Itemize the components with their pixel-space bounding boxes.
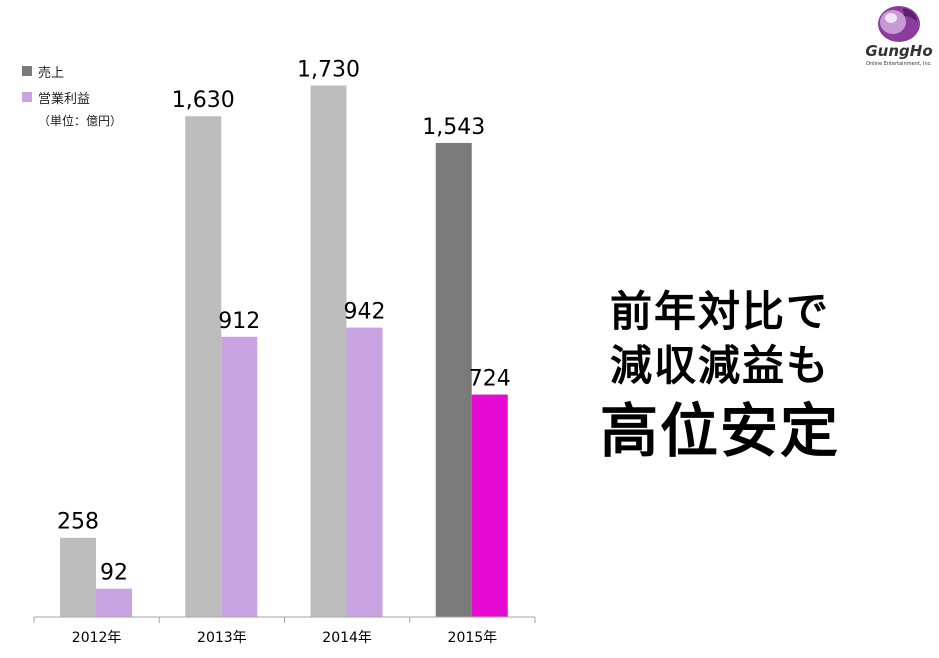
data-label-profit-2: 942 — [344, 300, 386, 325]
bar-profit-0 — [96, 588, 132, 617]
logo-name: GungHo — [865, 42, 933, 60]
legend-swatch-sales — [22, 66, 32, 76]
bar-sales-1 — [185, 116, 222, 617]
data-label-profit-1: 912 — [218, 309, 260, 334]
bar-sales-0 — [60, 537, 96, 617]
message-line-1: 前年対比で — [609, 287, 830, 336]
unit-note: （単位：億円） — [38, 114, 123, 128]
logo-subtitle: Online Entertainment, Inc. — [866, 61, 932, 67]
bar-sales-3 — [435, 142, 472, 617]
bar-sales-2 — [310, 85, 347, 617]
legend-label-profit: 営業利益 — [38, 91, 91, 107]
gungho-logo-mark-icon — [878, 6, 920, 42]
data-label-profit-0: 92 — [100, 561, 128, 586]
message-line-2: 減収減益も — [609, 341, 830, 390]
bar-profit-2 — [346, 327, 383, 617]
legend-item-profit: 営業利益 — [22, 84, 90, 110]
data-label-sales-1: 1,630 — [172, 88, 235, 113]
legend: 売上 営業利益 — [22, 58, 90, 110]
x-tick-label-3: 2015年 — [448, 630, 498, 646]
gungho-logo: GungHo Online Entertainment, Inc. — [862, 4, 936, 70]
data-label-sales-0: 258 — [57, 510, 99, 535]
bar-profit-3 — [471, 394, 508, 617]
x-tick-label-1: 2013年 — [197, 630, 247, 646]
data-label-profit-3: 724 — [469, 367, 511, 392]
data-label-sales-3: 1,543 — [422, 115, 485, 140]
legend-item-sales: 売上 — [22, 58, 90, 84]
x-tick-label-0: 2012年 — [72, 630, 122, 646]
headline-message: 前年対比で 減収減益も 高位安定 — [560, 285, 880, 467]
bar-profit-1 — [221, 336, 258, 617]
x-tick-label-2: 2014年 — [322, 630, 372, 646]
legend-swatch-profit — [22, 92, 32, 102]
data-label-sales-2: 1,730 — [297, 58, 360, 83]
message-line-3: 高位安定 — [599, 397, 840, 465]
legend-label-sales: 売上 — [38, 65, 65, 81]
